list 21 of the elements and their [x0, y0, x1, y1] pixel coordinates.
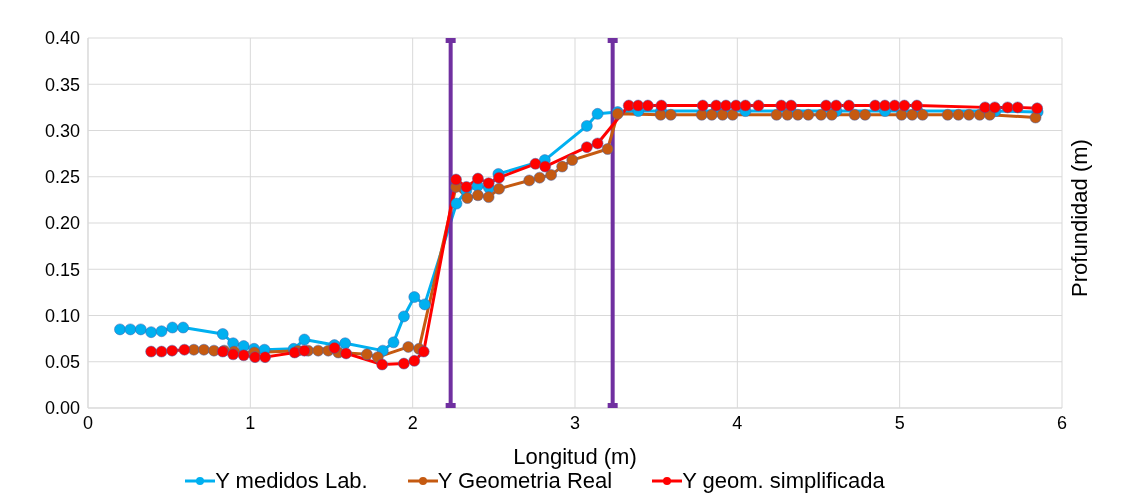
y-axis-title: Profundidad (m): [1067, 139, 1093, 297]
x-tick-label: 6: [1056, 412, 1068, 433]
y-tick-label: 0.40: [44, 28, 80, 49]
y-tick-label: 0.10: [44, 305, 80, 326]
y-tick-label: 0.00: [44, 398, 80, 419]
x-tick-label: 1: [245, 412, 256, 433]
y-tick-label: 0.30: [44, 120, 80, 141]
x-tick-label: 2: [407, 412, 418, 433]
x-axis-title: Longitud (m): [513, 444, 637, 469]
legend-label: Y medidos Lab.: [215, 468, 368, 494]
y-tick-label: 0.20: [44, 213, 80, 234]
legend-label: Y geom. simplificada: [682, 468, 885, 494]
x-tick-label: 0: [82, 412, 94, 433]
y-tick-label: 0.15: [44, 259, 80, 280]
x-tick-label: 4: [732, 412, 743, 433]
x-tick-label: 3: [569, 412, 581, 433]
y-tick-label: 0.05: [44, 352, 80, 373]
x-tick-label: 5: [894, 412, 905, 433]
legend-label: Y Geometria Real: [437, 468, 613, 494]
y-tick-label: 0.25: [44, 167, 80, 188]
y-tick-label: 0.35: [44, 74, 80, 95]
